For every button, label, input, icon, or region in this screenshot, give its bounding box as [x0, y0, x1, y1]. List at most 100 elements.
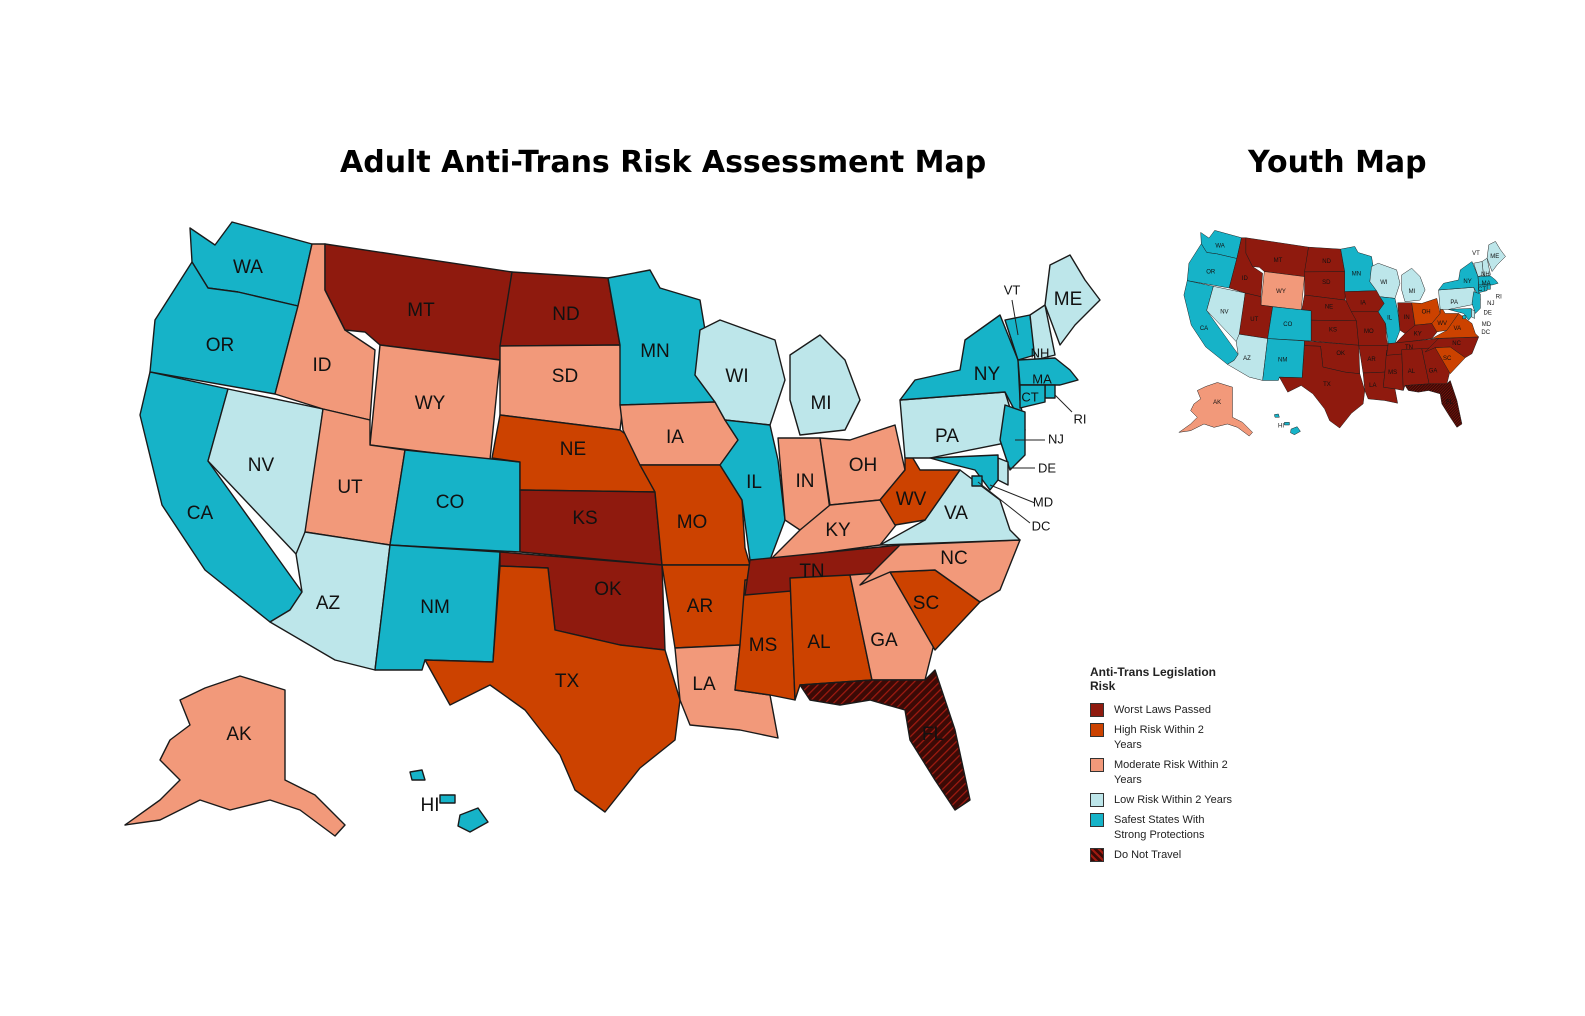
label-ca: CA	[187, 503, 214, 524]
youth-label-ut: UT	[1250, 317, 1258, 323]
youth-label-va: VA	[1454, 326, 1462, 332]
label-ri: RI	[1074, 411, 1087, 426]
label-mo: MO	[677, 512, 708, 533]
label-pa: PA	[935, 426, 959, 447]
label-wv: WV	[896, 489, 927, 510]
state-nj	[999, 404, 1026, 471]
label-va: VA	[944, 503, 968, 524]
youth-state-tx	[1279, 345, 1366, 429]
youth-label-wa: WA	[1215, 243, 1224, 249]
youth-label-ar: AR	[1367, 357, 1376, 363]
label-mt: MT	[407, 300, 435, 321]
state-ak	[124, 675, 346, 837]
youth-label-nm: NM	[1278, 357, 1287, 363]
youth-label-pa: PA	[1450, 300, 1458, 306]
label-nj: NJ	[1048, 431, 1064, 446]
label-al: AL	[807, 632, 830, 653]
youth-label-nc: NC	[1452, 341, 1461, 347]
label-sc: SC	[913, 593, 939, 614]
label-tn: TN	[799, 561, 824, 582]
label-mn: MN	[640, 341, 670, 362]
label-ok: OK	[594, 579, 622, 600]
state-wv	[879, 444, 961, 526]
label-tx: TX	[555, 671, 580, 692]
label-md: MD	[1033, 494, 1053, 509]
youth-label-sc: SC	[1443, 356, 1452, 362]
label-ct: CT	[1021, 389, 1038, 404]
youth-label-ok: OK	[1336, 351, 1345, 357]
youth-label-tn: TN	[1405, 345, 1413, 351]
adult-leader-lines	[977, 299, 1073, 524]
youth-label-ct: CT	[1478, 287, 1486, 293]
legend-item-moderate: Moderate Risk Within 2 Years	[1090, 758, 1250, 788]
label-id: ID	[313, 355, 332, 376]
youth-label-sd: SD	[1322, 280, 1331, 286]
legend-item-do-not-travel: Do Not Travel	[1090, 848, 1250, 863]
label-ar: AR	[687, 596, 713, 617]
label-vt: VT	[1004, 282, 1021, 297]
state-tx	[424, 565, 681, 813]
youth-label-il: IL	[1387, 315, 1393, 321]
youth-label-la: LA	[1369, 383, 1376, 389]
label-nc: NC	[940, 548, 967, 569]
youth-label-ia: IA	[1360, 300, 1366, 306]
legend-item-worst: Worst Laws Passed	[1090, 703, 1250, 718]
youth-label-vt: VT	[1472, 251, 1480, 257]
state-mi	[789, 334, 861, 436]
youth-label-co: CO	[1283, 322, 1292, 328]
label-az: AZ	[316, 593, 341, 614]
youth-label-in: IN	[1404, 315, 1410, 321]
label-ga: GA	[870, 630, 898, 651]
legend-label: Do Not Travel	[1114, 849, 1182, 861]
legend-swatch	[1090, 723, 1104, 737]
legend-swatch	[1090, 703, 1104, 717]
youth-label-ms: MS	[1388, 370, 1397, 376]
legend-swatch	[1090, 813, 1104, 827]
legend-swatch	[1090, 793, 1104, 807]
youth-label-ri: RI	[1496, 294, 1502, 300]
youth-state-nh	[1481, 257, 1491, 277]
legend-label: High Risk Within 2 Years	[1114, 724, 1204, 751]
youth-state-wv	[1431, 304, 1459, 333]
label-or: OR	[206, 335, 235, 356]
label-in: IN	[796, 471, 815, 492]
youth-state-ak	[1178, 382, 1253, 437]
youth-label-id: ID	[1242, 276, 1249, 282]
youth-state-ct	[1478, 284, 1488, 293]
youth-state-de	[1471, 309, 1475, 319]
youth-map	[1178, 230, 1506, 437]
youth-label-nh: NH	[1481, 272, 1490, 278]
legend-label: Moderate Risk Within 2 Years	[1114, 759, 1228, 786]
youth-label-ca: CA	[1200, 326, 1208, 332]
label-co: CO	[436, 492, 465, 513]
youth-label-wy: WY	[1276, 289, 1286, 295]
youth-label-ky: KY	[1414, 331, 1422, 337]
legend-label: Safest States With Strong Protections	[1114, 814, 1205, 841]
label-oh: OH	[849, 455, 878, 476]
youth-state-dc	[1462, 315, 1467, 320]
label-ma: MA	[1032, 371, 1052, 386]
label-ms: MS	[749, 635, 778, 656]
youth-label-nd: ND	[1322, 259, 1331, 265]
youth-state-fl	[1404, 380, 1463, 428]
youth-label-mi: MI	[1409, 289, 1416, 295]
label-nm: NM	[420, 597, 450, 618]
youth-state-labels: WA OR CA NV ID MT WY UT AZ CO NM ND SD NE KS OK TX MN IA MO…	[1200, 243, 1502, 429]
youth-label-ak: AK	[1213, 400, 1221, 406]
youth-label-de: DE	[1484, 311, 1492, 317]
label-ks: KS	[572, 508, 597, 529]
youth-label-al: AL	[1408, 369, 1416, 375]
adult-map	[124, 221, 1101, 837]
youth-label-tx: TX	[1323, 382, 1331, 388]
youth-state-mi	[1401, 267, 1426, 302]
label-ia: IA	[666, 427, 684, 448]
state-ct	[1019, 384, 1046, 409]
label-me: ME	[1054, 289, 1083, 310]
label-ut: UT	[337, 477, 363, 498]
label-ak: AK	[226, 724, 252, 745]
youth-label-ny: NY	[1463, 279, 1471, 285]
youth-label-md: MD	[1482, 322, 1492, 328]
youth-label-ma: MA	[1482, 281, 1491, 287]
label-fl: FL	[922, 724, 944, 745]
